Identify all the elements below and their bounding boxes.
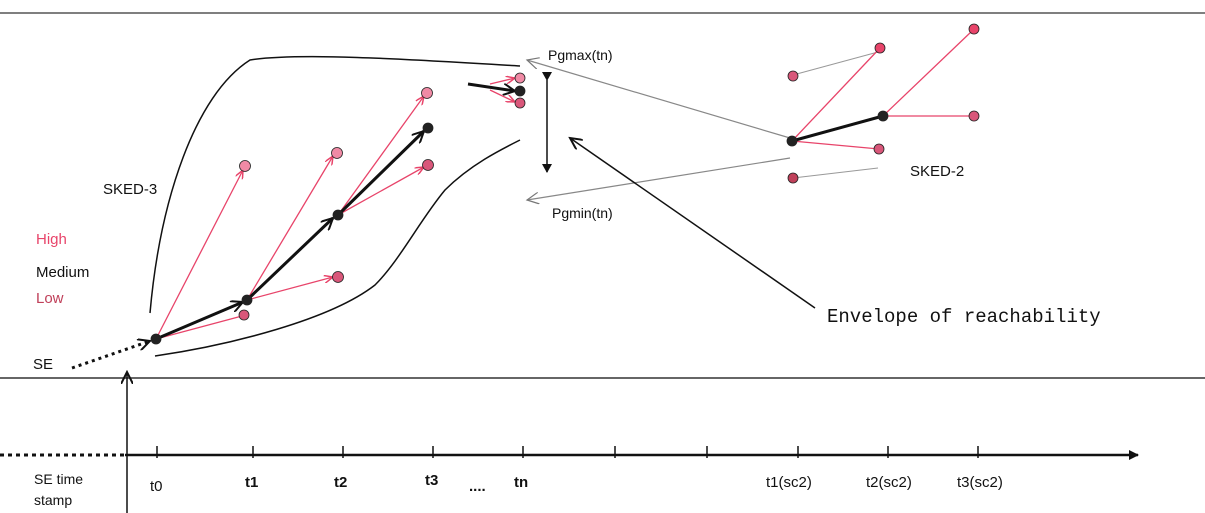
se-label: SE bbox=[33, 356, 53, 373]
tick-label-t2-sc2: t2(sc2) bbox=[866, 474, 912, 491]
pgmin-gray-arrow bbox=[527, 157, 791, 200]
tick-label-t1: t1 bbox=[245, 474, 258, 491]
sked3-nodes bbox=[150, 72, 526, 345]
envelope-pointer-arrow bbox=[570, 138, 816, 309]
legend-high-label: High bbox=[36, 231, 67, 248]
envelope-upper-curve bbox=[149, 55, 521, 314]
tick-label-t0: t0 bbox=[150, 478, 163, 495]
tick-label-tn: tn bbox=[514, 474, 528, 491]
tick-label-t2: t2 bbox=[334, 474, 347, 491]
se-dotted-arrow bbox=[71, 341, 150, 370]
envelope-label: Envelope of reachability bbox=[827, 306, 1101, 328]
se-time-stamp-label-line2: stamp bbox=[34, 492, 72, 508]
tick-label-ellipsis: .... bbox=[469, 478, 486, 495]
sked2-branches bbox=[791, 30, 973, 179]
legend-medium-label: Medium bbox=[36, 264, 89, 281]
legend-low-label: Low bbox=[36, 290, 64, 307]
pgmax-label: Pgmax(tn) bbox=[548, 47, 613, 63]
sked2-label: SKED-2 bbox=[910, 163, 964, 180]
tick-label-t3: t3 bbox=[425, 472, 438, 489]
pgmin-label: Pgmin(tn) bbox=[552, 205, 613, 221]
sked2-nodes bbox=[786, 23, 980, 184]
tick-label-t1-sc2: t1(sc2) bbox=[766, 474, 812, 491]
se-time-stamp-label-line1: SE time bbox=[34, 471, 83, 487]
high-branches bbox=[155, 78, 515, 340]
sked3-label: SKED-3 bbox=[103, 181, 157, 198]
tick-label-t3-sc2: t3(sc2) bbox=[957, 474, 1003, 491]
pgmax-gray-arrow bbox=[527, 60, 791, 139]
medium-path bbox=[155, 82, 515, 341]
envelope-lower-curve bbox=[154, 139, 521, 357]
timeline-ticks bbox=[156, 446, 979, 458]
